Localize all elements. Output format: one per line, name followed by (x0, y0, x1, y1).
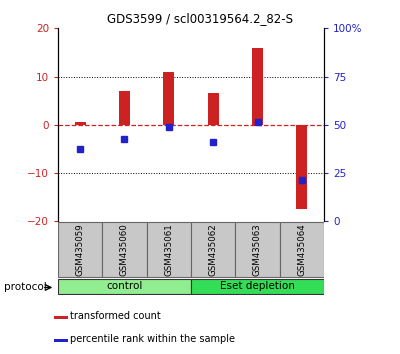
Text: GSM435064: GSM435064 (297, 223, 306, 276)
Bar (54, 316, 68, 319)
Text: control: control (106, 281, 143, 291)
Text: GSM435060: GSM435060 (120, 223, 129, 276)
Text: percentile rank within the sample: percentile rank within the sample (70, 334, 235, 344)
FancyBboxPatch shape (280, 222, 324, 277)
FancyBboxPatch shape (58, 279, 191, 294)
Bar (208, 93, 219, 125)
Bar (75, 122, 86, 125)
Text: GSM435062: GSM435062 (209, 223, 218, 276)
Bar (296, 125, 307, 209)
FancyBboxPatch shape (191, 279, 324, 294)
Text: Eset depletion: Eset depletion (220, 281, 295, 291)
FancyBboxPatch shape (236, 222, 280, 277)
FancyBboxPatch shape (147, 222, 191, 277)
Bar (163, 72, 174, 125)
Text: transformed count: transformed count (70, 312, 161, 321)
Text: GSM435059: GSM435059 (76, 223, 85, 276)
FancyBboxPatch shape (191, 222, 235, 277)
FancyBboxPatch shape (102, 222, 146, 277)
Bar (119, 91, 130, 125)
Bar (54, 339, 68, 342)
Text: GSM435063: GSM435063 (253, 223, 262, 276)
Bar (252, 47, 263, 125)
Text: GDS3599 / scl00319564.2_82-S: GDS3599 / scl00319564.2_82-S (107, 12, 293, 25)
Text: protocol: protocol (4, 282, 47, 292)
Text: GSM435061: GSM435061 (164, 223, 173, 276)
FancyBboxPatch shape (58, 222, 102, 277)
